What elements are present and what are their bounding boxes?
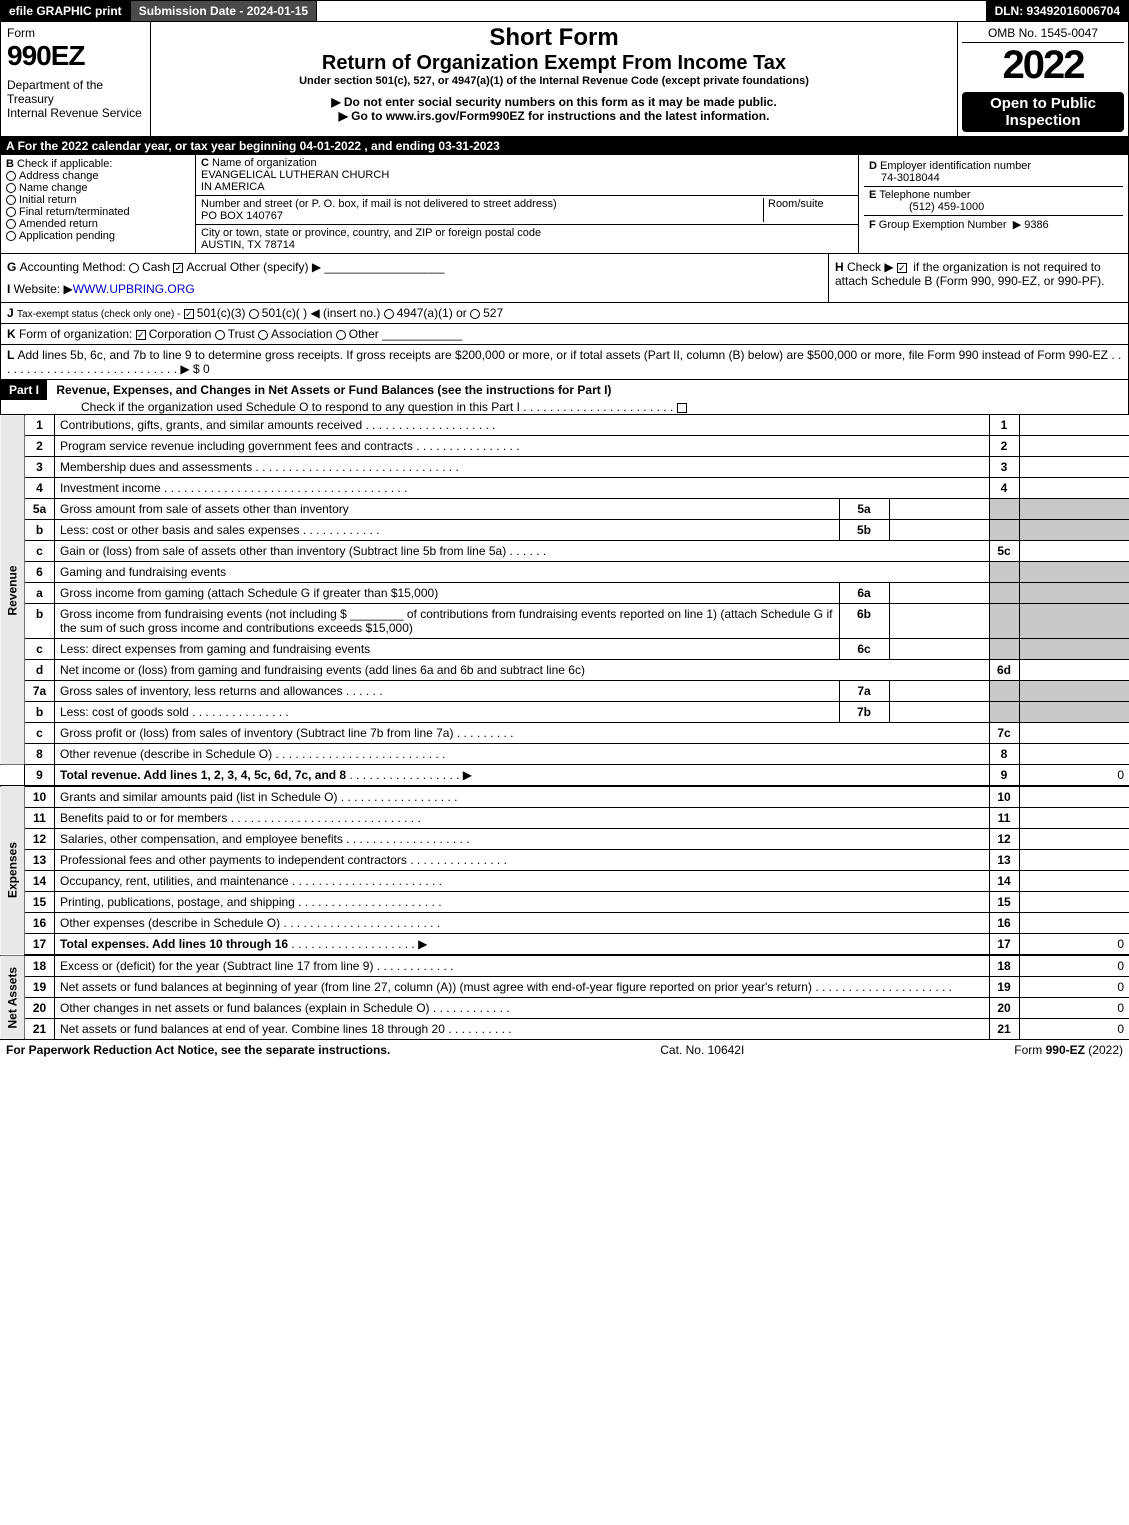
top-bar: efile GRAPHIC print Submission Date - 20… (0, 0, 1129, 22)
section-j: J Tax-exempt status (check only one) - ✓… (0, 303, 1129, 324)
pra-notice: For Paperwork Reduction Act Notice, see … (6, 1043, 390, 1057)
irs-label: Internal Revenue Service (7, 106, 144, 120)
section-gh: G Accounting Method: Cash ✓Accrual Other… (0, 254, 1129, 303)
cat-no: Cat. No. 10642I (660, 1043, 744, 1057)
box-b: B Check if applicable: Address change Na… (1, 155, 196, 253)
submission-date: Submission Date - 2024-01-15 (131, 1, 317, 21)
revenue-label: Revenue (0, 415, 25, 765)
group-num: ▶ 9386 (1013, 219, 1049, 231)
website-link[interactable]: WWW.UPBRING.ORG (73, 282, 195, 296)
box-c: C Name of organization EVANGELICAL LUTHE… (196, 155, 858, 253)
netassets-label: Net Assets (0, 955, 25, 1040)
chk-assoc[interactable] (258, 330, 268, 340)
room-suite: Room/suite (763, 198, 853, 222)
chk-corp[interactable]: ✓ (136, 330, 146, 340)
lines-table: Revenue 1Contributions, gifts, grants, a… (0, 415, 1129, 1040)
section-a: A For the 2022 calendar year, or tax yea… (0, 137, 1129, 155)
chk-cash[interactable] (129, 263, 139, 273)
chk-address[interactable] (6, 171, 16, 181)
chk-501c[interactable] (249, 309, 259, 319)
expenses-label: Expenses (0, 786, 25, 955)
omb-number: OMB No. 1545-0047 (962, 26, 1124, 43)
chk-final[interactable] (6, 207, 16, 217)
ssn-warning: ▶ Do not enter social security numbers o… (157, 95, 951, 109)
form-header: Form 990EZ Department of the Treasury In… (0, 22, 1129, 137)
excess: 0 (1019, 955, 1129, 977)
telephone: (512) 459-1000 (869, 201, 984, 213)
chk-schedule-b[interactable]: ✓ (897, 263, 907, 273)
goto-link[interactable]: ▶ Go to www.irs.gov/Form990EZ for instru… (157, 109, 951, 123)
tax-year: 2022 (962, 43, 1124, 88)
total-revenue: 0 (1019, 765, 1129, 787)
form-ref: Form 990-EZ (2022) (1014, 1043, 1123, 1057)
total-expenses: 0 (1019, 934, 1129, 956)
net-begin: 0 (1019, 977, 1129, 998)
chk-amended[interactable] (6, 219, 16, 229)
chk-pending[interactable] (6, 231, 16, 241)
chk-initial[interactable] (6, 195, 16, 205)
part-i-header: Part I Revenue, Expenses, and Changes in… (0, 380, 1129, 415)
gross-receipts: ▶ $ 0 (180, 362, 209, 376)
other-changes: 0 (1019, 998, 1129, 1019)
chk-other[interactable] (336, 330, 346, 340)
chk-schedule-o[interactable] (677, 403, 687, 413)
section-bcdef: B Check if applicable: Address change Na… (0, 155, 1129, 254)
section-l: L Add lines 5b, 6c, and 7b to line 9 to … (0, 345, 1129, 380)
net-end: 0 (1019, 1019, 1129, 1040)
org-name-1: EVANGELICAL LUTHERAN CHURCH (201, 169, 389, 181)
chk-527[interactable] (470, 309, 480, 319)
city-addr: AUSTIN, TX 78714 (201, 239, 295, 251)
org-name-2: IN AMERICA (201, 181, 265, 193)
chk-trust[interactable] (215, 330, 225, 340)
form-label: Form (7, 26, 144, 40)
short-form-title: Short Form (157, 24, 951, 52)
form-number: 990EZ (7, 40, 144, 72)
chk-501c3[interactable]: ✓ (184, 309, 194, 319)
box-def: D Employer identification number74-30180… (858, 155, 1128, 253)
return-title: Return of Organization Exempt From Incom… (157, 52, 951, 75)
open-public: Open to Public Inspection (962, 92, 1124, 132)
chk-accrual[interactable]: ✓ (173, 263, 183, 273)
section-k: K Form of organization: ✓Corporation Tru… (0, 324, 1129, 345)
efile-label[interactable]: efile GRAPHIC print (1, 1, 131, 21)
ein: 74-3018044 (869, 172, 940, 184)
dln: DLN: 93492016006704 (986, 1, 1128, 21)
footer: For Paperwork Reduction Act Notice, see … (0, 1040, 1129, 1060)
under-section: Under section 501(c), 527, or 4947(a)(1)… (157, 75, 951, 87)
chk-4947[interactable] (384, 309, 394, 319)
dept-label: Department of the Treasury (7, 78, 144, 106)
po-box: PO BOX 140767 (201, 210, 283, 222)
chk-name[interactable] (6, 183, 16, 193)
part-i-label: Part I (1, 380, 47, 400)
